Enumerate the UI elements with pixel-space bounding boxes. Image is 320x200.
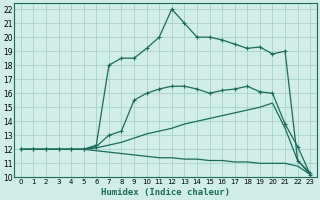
X-axis label: Humidex (Indice chaleur): Humidex (Indice chaleur) <box>101 188 230 197</box>
